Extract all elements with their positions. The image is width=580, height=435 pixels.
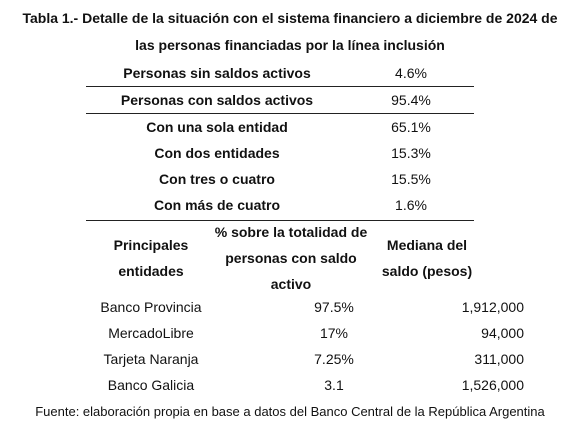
table-title-line-2: las personas financiadas por la línea in… xyxy=(135,37,445,53)
column-header-percent: % sobre la totalidad de personas con sal… xyxy=(206,219,376,297)
summary-label: Con tres o cuatro xyxy=(159,171,275,187)
source-note: Fuente: elaboración propia en base a dat… xyxy=(35,404,545,419)
summary-label: Personas sin saldos activos xyxy=(123,65,311,81)
table-row: Banco Provincia 97.5% 1,912,000 xyxy=(48,296,528,320)
column-header-entities: Principales entidades xyxy=(86,232,216,284)
summary-value: 65.1% xyxy=(391,119,431,135)
summary-value: 4.6% xyxy=(395,65,427,81)
table-row: MercadoLibre 17% 94,000 xyxy=(48,322,528,346)
entity-median: 1,912,000 xyxy=(461,299,524,315)
header-line: % sobre la totalidad de xyxy=(214,224,368,240)
summary-row: Con dos entidades 15.3% xyxy=(86,142,474,166)
column-header-median: Mediana del saldo (pesos) xyxy=(372,232,482,284)
entity-median: 311,000 xyxy=(474,351,524,367)
summary-value: 15.5% xyxy=(391,171,431,187)
table-title-line-1: Tabla 1.- Detalle de la situación con el… xyxy=(22,10,558,26)
summary-label: Con una sola entidad xyxy=(146,119,288,135)
divider xyxy=(86,86,474,87)
summary-value: 15.3% xyxy=(391,145,431,161)
header-line: entidades xyxy=(118,263,184,279)
summary-label: Con más de cuatro xyxy=(153,197,281,213)
entity-name: MercadoLibre xyxy=(108,325,194,341)
entity-name: Banco Provincia xyxy=(100,299,202,315)
entity-percent: 7.25% xyxy=(314,351,354,367)
summary-value: 1.6% xyxy=(395,197,427,213)
entity-median: 94,000 xyxy=(481,325,524,341)
entity-percent: 17% xyxy=(319,325,349,341)
divider xyxy=(86,220,474,221)
entity-name: Banco Galicia xyxy=(107,377,195,393)
summary-row: Con más de cuatro 1.6% xyxy=(86,194,474,218)
table-row: Banco Galicia 3.1 1,526,000 xyxy=(48,374,528,398)
header-line: personas con saldo xyxy=(225,250,357,266)
header-line: saldo (pesos) xyxy=(381,263,473,279)
entity-median: 1,526,000 xyxy=(461,377,524,393)
header-line: Mediana del xyxy=(386,237,468,253)
entity-name: Tarjeta Naranja xyxy=(103,351,199,367)
summary-row: Con una sola entidad 65.1% xyxy=(86,116,474,140)
table-row: Tarjeta Naranja 7.25% 311,000 xyxy=(48,348,528,372)
divider xyxy=(86,113,474,114)
summary-label: Con dos entidades xyxy=(154,145,280,161)
entity-percent: 3.1 xyxy=(324,377,344,393)
summary-label: Personas con saldos activos xyxy=(120,92,314,108)
summary-row: Personas sin saldos activos 4.6% xyxy=(86,62,474,86)
summary-value: 95.4% xyxy=(391,92,431,108)
header-line: activo xyxy=(270,276,312,292)
summary-row: Personas con saldos activos 95.4% xyxy=(86,89,474,113)
summary-row: Con tres o cuatro 15.5% xyxy=(86,168,474,192)
header-line: Principales xyxy=(113,237,189,253)
entity-percent: 97.5% xyxy=(314,299,354,315)
